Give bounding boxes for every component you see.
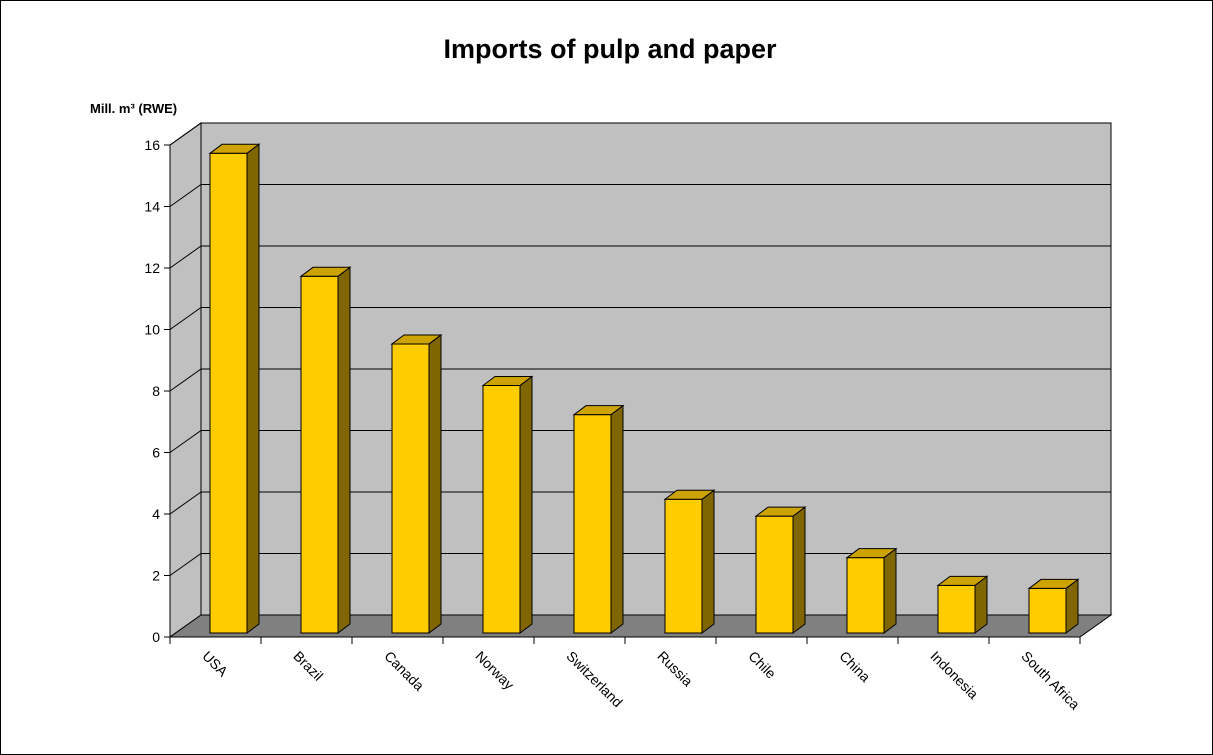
bar bbox=[208, 143, 261, 634]
bar bbox=[663, 489, 716, 634]
bar-front bbox=[664, 498, 703, 634]
bar-side bbox=[519, 375, 533, 634]
y-tick-label: 10 bbox=[144, 322, 160, 338]
bar-side bbox=[246, 143, 260, 634]
x-tick-label: China bbox=[836, 648, 873, 685]
bar-top bbox=[1027, 578, 1080, 589]
bar-front bbox=[937, 584, 976, 634]
bar-side bbox=[883, 547, 897, 634]
bar-front bbox=[300, 275, 339, 634]
bar-side bbox=[792, 506, 806, 634]
bar-top bbox=[936, 575, 989, 586]
bar bbox=[572, 404, 625, 634]
bar-top bbox=[481, 375, 534, 386]
bar-top bbox=[754, 506, 807, 517]
x-tick-label: Chile bbox=[745, 648, 779, 682]
y-tick-label: 16 bbox=[144, 137, 160, 153]
bar-front bbox=[1028, 587, 1067, 634]
bar-side bbox=[610, 404, 624, 634]
y-tick-label: 8 bbox=[152, 383, 160, 399]
x-tick-label: USA bbox=[199, 648, 231, 680]
x-tick-label: Brazil bbox=[290, 648, 326, 684]
bar-front bbox=[482, 384, 521, 634]
bar bbox=[299, 266, 352, 634]
bar bbox=[1027, 578, 1080, 634]
gridline bbox=[169, 368, 1111, 392]
y-tick-label: 4 bbox=[152, 506, 160, 522]
bar-top bbox=[208, 143, 261, 154]
gridline bbox=[169, 307, 1111, 330]
bar-top bbox=[663, 489, 716, 500]
x-tick-label: South Africa bbox=[1018, 648, 1083, 713]
y-axis: 0 2 4 6 8 10 12 14 16 bbox=[144, 137, 171, 645]
x-tick-label: Indonesia bbox=[927, 648, 981, 702]
x-tick-label: Switzerland bbox=[563, 648, 625, 710]
gridline bbox=[169, 184, 1111, 207]
bar-top bbox=[845, 548, 898, 559]
bar-top bbox=[299, 266, 352, 277]
gridline bbox=[169, 122, 1111, 146]
bar-side bbox=[428, 333, 442, 634]
gridline bbox=[169, 553, 1111, 576]
chart-title: Imports of pulp and paper bbox=[443, 34, 776, 64]
bar-front bbox=[391, 343, 430, 634]
x-tick-label: Russia bbox=[654, 648, 696, 690]
gridlines bbox=[169, 122, 1111, 576]
y-tick-label: 2 bbox=[152, 568, 160, 584]
bar bbox=[481, 375, 534, 634]
bar-side bbox=[337, 266, 351, 634]
x-tick-label: Canada bbox=[381, 648, 427, 694]
gridline bbox=[169, 430, 1111, 453]
bar bbox=[390, 333, 443, 634]
x-axis: USA Brazil Canada Norway Switzerland Russia Ch… bbox=[169, 636, 1083, 713]
y-axis-label: Mill. m³ (RWE) bbox=[90, 101, 177, 116]
bar bbox=[845, 547, 898, 634]
bar bbox=[936, 575, 989, 634]
bar-top bbox=[572, 405, 625, 416]
bar bbox=[754, 506, 807, 634]
y-tick-label: 0 bbox=[152, 629, 160, 645]
bar-side bbox=[974, 575, 988, 634]
bar-front bbox=[846, 557, 885, 634]
gridline bbox=[169, 245, 1111, 269]
x-tick-label: Norway bbox=[472, 648, 517, 693]
y-tick-label: 14 bbox=[144, 199, 160, 215]
y-tick-label: 6 bbox=[152, 445, 160, 461]
bars bbox=[208, 143, 1080, 634]
bar-side bbox=[701, 489, 715, 634]
bar-front bbox=[755, 515, 794, 634]
bar-front bbox=[209, 152, 248, 634]
gridline bbox=[169, 491, 1111, 515]
y-tick-label: 12 bbox=[144, 260, 160, 276]
bar-front bbox=[573, 414, 612, 634]
bar-top bbox=[390, 334, 443, 345]
